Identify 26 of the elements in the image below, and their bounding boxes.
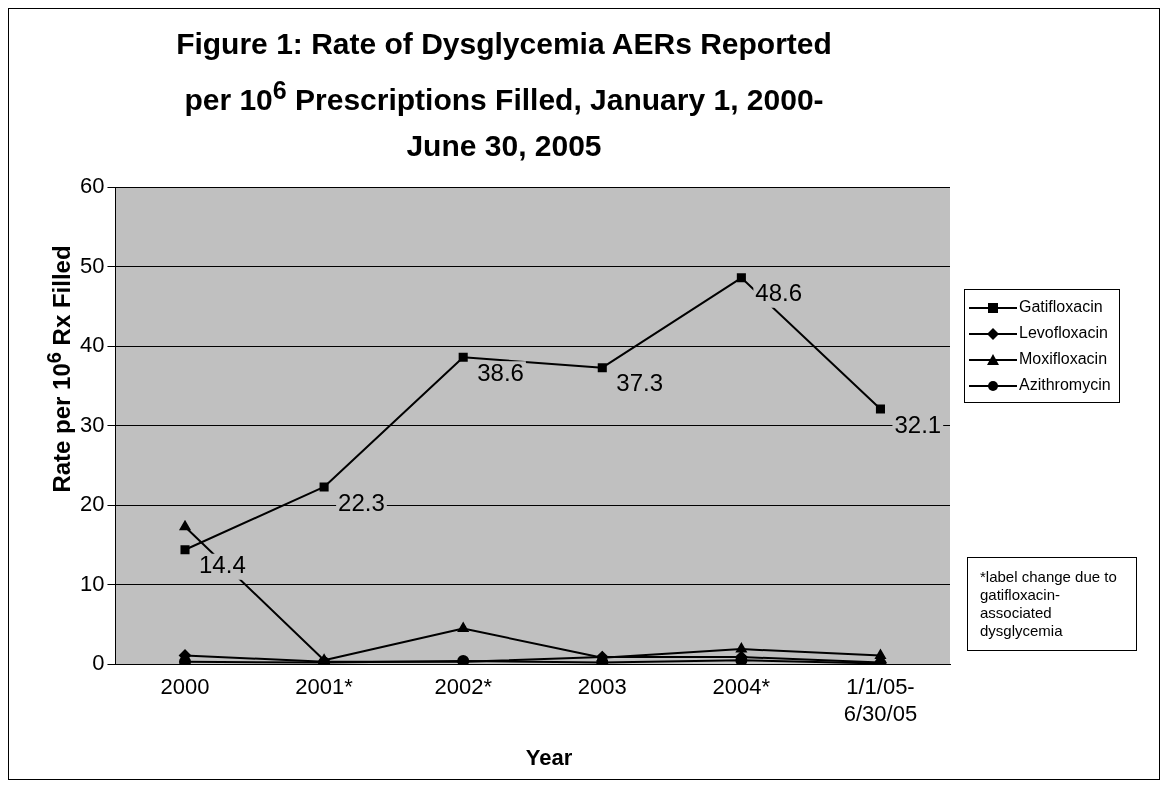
data-label: 37.3: [616, 369, 663, 397]
y-tick-label: 50: [79, 252, 105, 278]
data-label: 48.6: [755, 279, 803, 307]
y-tick-label: 40: [79, 332, 105, 358]
x-tick-label: 2003: [577, 674, 627, 700]
text: *label change due to gatifloxacin-associated dysglycemia: [967, 557, 1137, 651]
y-tick-label: 30: [79, 411, 105, 437]
y-tick-label: 20: [79, 491, 105, 517]
x-tick-label: 2004*: [712, 674, 771, 700]
legend-label: Gatifloxacin: [1018, 297, 1104, 317]
data-label: 22.3: [338, 488, 385, 516]
x-tick-label: 2000: [160, 674, 210, 700]
data-label: 38.6: [477, 358, 524, 386]
x-tick-label: 2001*: [295, 674, 354, 700]
x-axis-title: Year: [524, 745, 574, 771]
data-label: 32.1: [894, 410, 942, 438]
legend-label: Moxifloxacin: [1018, 349, 1109, 369]
y-tick-label: 0: [92, 650, 105, 676]
x-tick-label: 1/1/05-6/30/05: [843, 674, 918, 726]
y-tick-label: 10: [79, 570, 105, 596]
legend-label: Levofloxacin: [1018, 323, 1109, 343]
chart-title: Figure 1: Rate of Dysglycemia AERs Reported per 10$^{6}$ Prescriptions Filled, January 1, 2000-June 30, 2005: [175, 26, 833, 164]
y-tick-label: 60: [79, 173, 105, 199]
legend-label: Azithromycin: [1018, 375, 1111, 395]
x-tick-label: 2002*: [434, 674, 493, 700]
data-label: 14.4: [199, 551, 246, 579]
